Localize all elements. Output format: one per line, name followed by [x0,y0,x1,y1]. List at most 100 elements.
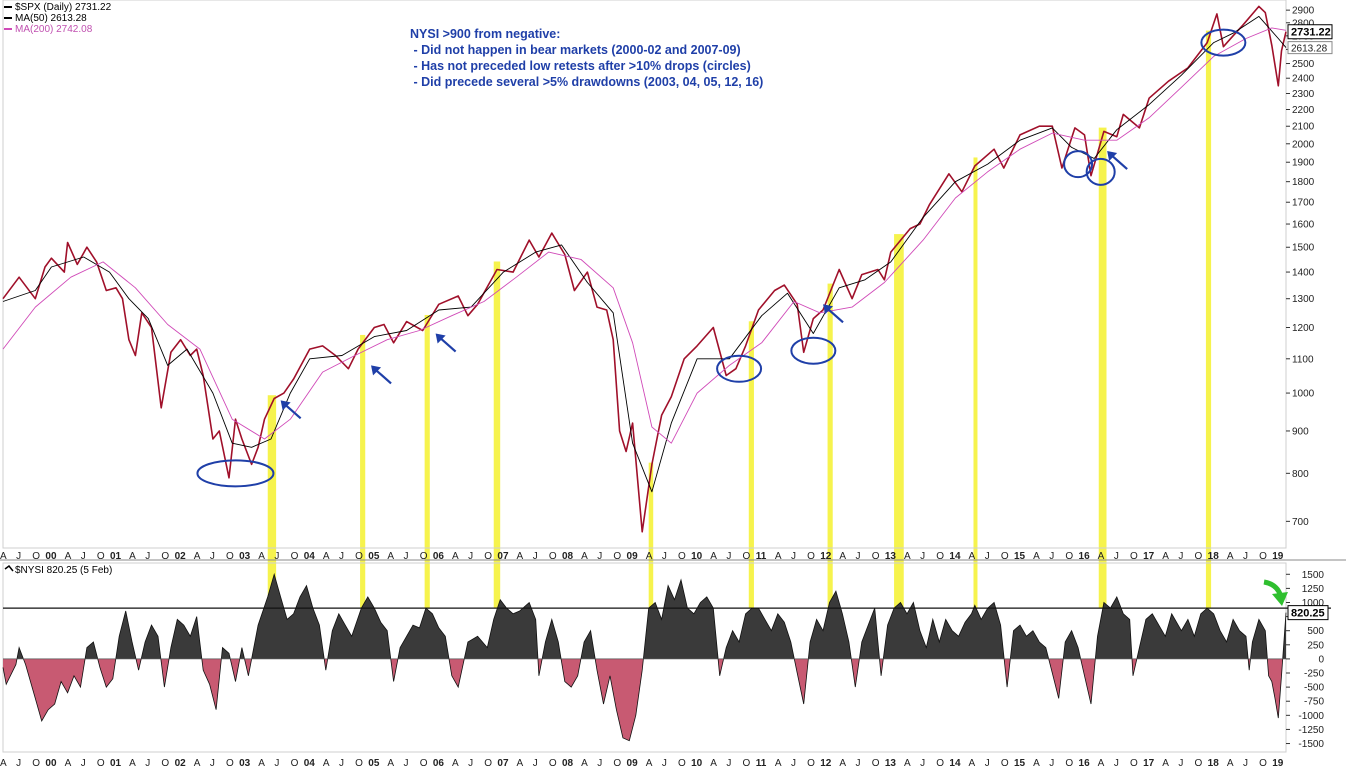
retest-circle [1063,150,1094,179]
nysi-tick-label: 1500 [1302,570,1325,581]
legend-label: $SPX (Daily) 2731.22 [15,2,112,13]
retest-circle [1085,157,1116,186]
arrow-marker [435,333,457,353]
price-month-label: A [323,551,330,562]
price-year-label: 12 [820,551,832,562]
price-month-label: O [97,551,105,562]
nysi-year-label: 19 [1272,758,1284,769]
highlight-band [894,234,904,608]
price-year-label: 10 [691,551,703,562]
price-month-label: J [920,551,925,562]
nysi-month-label: O [1195,758,1203,769]
ma50-tag: 2613.28 [1291,44,1328,55]
nysi-year-label: 07 [497,758,509,769]
price-tick-label: 2900 [1292,6,1315,17]
nysi-month-label: O [484,758,492,769]
price-month-label: J [856,551,861,562]
nysi-month-label: J [145,758,150,769]
nysi-month-label: O [355,758,363,769]
price-year-label: 11 [756,551,767,562]
price-year-label: 17 [1143,551,1155,562]
annotation-line: - Did not happen in bear markets (2000-0… [410,43,741,57]
price-month-label: A [1227,551,1234,562]
nysi-year-label: 08 [562,758,574,769]
nysi-month-label: J [985,758,990,769]
nysi-month-label: J [1114,758,1119,769]
price-month-label: A [517,551,524,562]
price-month-label: O [743,551,751,562]
price-month-label: O [1130,551,1138,562]
arrow-marker [280,400,302,420]
nysi-month-label: O [161,758,169,769]
nysi-month-label: O [97,758,105,769]
price-month-label: O [32,551,40,562]
nysi-year-label: 06 [433,758,445,769]
nysi-month-label: A [839,758,846,769]
price-month-label: A [1033,551,1040,562]
nysi-tick-label: 500 [1307,626,1324,637]
price-month-label: O [807,551,815,562]
price-tick-label: 1800 [1292,177,1315,188]
price-month-label: A [1098,551,1105,562]
highlight-band [648,462,654,608]
retest-circle [716,354,763,383]
price-grid [0,0,1346,561]
annotation-line: - Did precede several >5% drawdowns (200… [410,75,763,89]
price-tick-label: 1300 [1292,294,1315,305]
price-month-label: J [16,551,21,562]
price-tick-label: 2500 [1292,59,1315,70]
price-tick-label: 2300 [1292,89,1315,100]
arrow-head [1107,151,1118,162]
nysi-year-label: 11 [756,758,767,769]
nysi-year-label: 10 [691,758,703,769]
price-tick-label: 1600 [1292,220,1315,231]
price-month-label: J [404,551,409,562]
price-month-label: O [1001,551,1009,562]
price-year-label: 19 [1272,551,1284,562]
price-axis: 700 800 900 1000 1100 1200 1300 1400 1500 1600 170… [1286,6,1315,528]
last-price-tag-box [1287,24,1333,40]
nysi-month-label: A [65,758,72,769]
price-year-label: 07 [497,551,509,562]
nysi-tick-label: -500 [1304,683,1324,694]
nysi-month-label: J [1178,758,1183,769]
price-month-label: O [226,551,234,562]
nysi-month-label: A [969,758,976,769]
nysi-tick-label: -1250 [1298,725,1324,736]
nysi-month-label: O [420,758,428,769]
price-month-label: A [1162,551,1169,562]
price-year-label: 14 [949,551,961,562]
nysi-month-label: A [0,758,7,769]
price-month-label: J [81,551,86,562]
nysi-month-label: J [210,758,215,769]
price-tick-label: 1100 [1292,354,1314,365]
price-year-label: 02 [175,551,187,562]
nysi-month-label: O [872,758,880,769]
nysi-tick-label: 0 [1318,654,1324,665]
highlight-bands [267,30,1212,608]
price-month-label: J [1243,551,1248,562]
price-month-label: J [985,551,990,562]
nysi-month-label: O [1065,758,1073,769]
price-year-label: 04 [304,551,316,562]
nysi-month-label: J [404,758,409,769]
nysi-year-label: 15 [1014,758,1026,769]
price-year-label: 16 [1079,551,1091,562]
price-month-label: A [129,551,136,562]
nysi-month-label: O [1130,758,1138,769]
nysi-month-label: A [452,758,459,769]
nysi-month-label: J [16,758,21,769]
price-year-label: 09 [627,551,639,562]
nysi-last-tag-box [1287,605,1329,621]
price-month-label: O [678,551,686,562]
nysi-tick-label: 1250 [1302,584,1325,595]
highlight-band [424,314,430,608]
nysi-month-label: O [291,758,299,769]
price-month-label: A [646,551,653,562]
nysi-year-label: 00 [45,758,57,769]
green-arrow-shaft [1263,579,1283,596]
nysi-month-label: J [1243,758,1248,769]
price-month-label: A [258,551,265,562]
